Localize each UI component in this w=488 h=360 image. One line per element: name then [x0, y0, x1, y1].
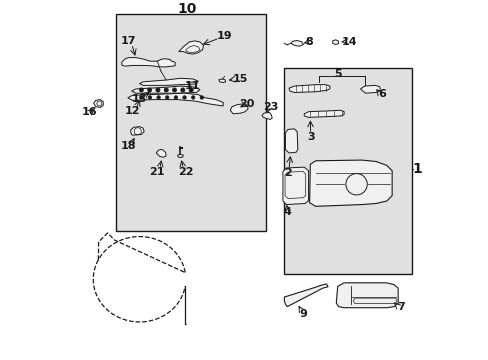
- Polygon shape: [130, 127, 144, 135]
- Circle shape: [191, 96, 195, 99]
- Polygon shape: [94, 100, 103, 107]
- Circle shape: [183, 96, 186, 99]
- Text: 11: 11: [185, 81, 200, 91]
- Polygon shape: [360, 85, 380, 93]
- Text: 10: 10: [178, 2, 197, 16]
- Polygon shape: [178, 41, 203, 54]
- Polygon shape: [290, 41, 303, 46]
- Text: 4: 4: [284, 207, 291, 217]
- Circle shape: [174, 96, 177, 99]
- Polygon shape: [122, 58, 175, 67]
- Polygon shape: [332, 40, 338, 44]
- Bar: [116, 14, 265, 231]
- Polygon shape: [304, 110, 344, 117]
- Circle shape: [147, 88, 151, 92]
- Text: 15: 15: [232, 74, 247, 84]
- Polygon shape: [139, 78, 198, 85]
- Circle shape: [156, 88, 160, 92]
- Polygon shape: [336, 283, 397, 308]
- Text: 12: 12: [124, 106, 140, 116]
- Polygon shape: [309, 160, 391, 206]
- Polygon shape: [156, 149, 166, 157]
- Text: 1: 1: [412, 162, 422, 176]
- Text: 22: 22: [178, 167, 193, 177]
- Text: 20: 20: [239, 99, 254, 109]
- Text: 13: 13: [132, 94, 147, 104]
- Text: 3: 3: [306, 132, 314, 142]
- Polygon shape: [285, 129, 297, 153]
- Polygon shape: [230, 104, 247, 114]
- Circle shape: [189, 88, 193, 92]
- Circle shape: [200, 96, 203, 99]
- Polygon shape: [284, 284, 327, 307]
- Text: 14: 14: [341, 37, 357, 46]
- Polygon shape: [131, 86, 200, 93]
- Text: 9: 9: [299, 309, 306, 319]
- Circle shape: [181, 88, 184, 92]
- Text: 21: 21: [149, 167, 165, 177]
- Text: 6: 6: [377, 89, 385, 99]
- Polygon shape: [127, 93, 223, 106]
- Circle shape: [172, 88, 176, 92]
- Circle shape: [165, 96, 169, 99]
- Text: 23: 23: [262, 102, 278, 112]
- Polygon shape: [177, 154, 183, 157]
- Text: 16: 16: [82, 107, 97, 117]
- Circle shape: [157, 96, 160, 99]
- Polygon shape: [288, 85, 329, 93]
- Text: 7: 7: [396, 302, 404, 312]
- Text: 17: 17: [121, 36, 136, 45]
- Text: 5: 5: [334, 69, 342, 78]
- Text: 2: 2: [284, 167, 291, 177]
- Circle shape: [148, 96, 151, 99]
- Polygon shape: [283, 167, 308, 204]
- Text: 19: 19: [217, 31, 232, 41]
- Text: 8: 8: [305, 37, 313, 46]
- Circle shape: [164, 88, 168, 92]
- Text: 18: 18: [121, 141, 136, 151]
- Circle shape: [139, 96, 143, 99]
- Circle shape: [139, 88, 143, 92]
- Polygon shape: [219, 79, 225, 82]
- Bar: [283, 68, 411, 274]
- Polygon shape: [262, 112, 272, 120]
